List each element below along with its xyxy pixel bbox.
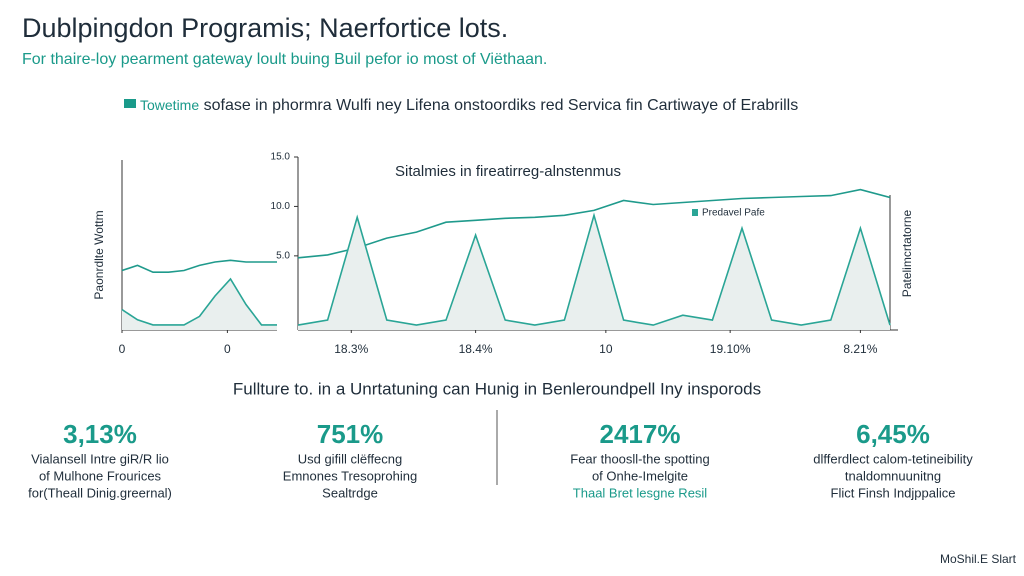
- page-title: Dublpingdon Programis; Naerfortice lots.: [22, 13, 508, 43]
- stat-text: Usd gifill clëffecng: [298, 451, 403, 466]
- x-tick-label: 19.10%: [710, 342, 751, 356]
- banner-text: sofase in phormra Wulfi ney Lifena onsto…: [204, 97, 799, 114]
- x-tick-label: 8.21%: [843, 342, 877, 356]
- stat-value: 6,45%: [856, 419, 930, 449]
- series-line: [297, 188, 891, 259]
- x-tick-label: 18.4%: [459, 342, 493, 356]
- x-tick-label: 10: [599, 342, 613, 356]
- stat-value: 3,13%: [63, 419, 137, 449]
- chart-title: Sitalmies in fireatirreg-alnstenmus: [395, 163, 621, 180]
- page-subtitle: For thaire-loy pearment gateway loult bu…: [22, 51, 547, 68]
- stat-text: dlfferdlect calom-tetineibility: [813, 451, 973, 466]
- y-tick-label: 10.0: [271, 201, 291, 212]
- x-tick-label: 18.3%: [334, 342, 368, 356]
- stat-text: Fear thoosll-the spotting: [570, 451, 709, 466]
- stat-value: 751%: [317, 419, 384, 449]
- stat-value: 2417%: [600, 419, 681, 449]
- stat-text: of Mulhone Frourices: [39, 468, 162, 483]
- banner-swatch: [124, 99, 136, 108]
- y-axis-label: Paonrdlte Wottm: [92, 210, 106, 299]
- stat-text: Emnones Tresoprohing: [283, 468, 417, 483]
- stat-text: tnaldomnuunitng: [845, 468, 941, 483]
- stat-text: Flict Finsh Indjppalice: [831, 485, 956, 500]
- section-title: Fullture to. in a Unrtatuning can Hunig …: [233, 379, 761, 398]
- stat-text: of Onhe-Imelgite: [592, 468, 688, 483]
- banner: Towetime sofase in phormra Wulfi ney Lif…: [140, 97, 798, 115]
- y-tick-label: 5.0: [276, 250, 290, 261]
- x-tick-label: 0: [224, 342, 231, 356]
- stat-text: Sealtrdge: [322, 485, 378, 500]
- series-line: [121, 259, 277, 273]
- banner-highlight: Towetime: [140, 97, 199, 113]
- series-area: [298, 215, 890, 330]
- y-tick-label: 15.0: [271, 152, 291, 163]
- stat-text: for(Theall Dinig.greernal): [28, 485, 172, 500]
- series-line: [297, 212, 891, 326]
- footer: MoShil.E Slart: [940, 552, 1017, 566]
- legend-swatch: [692, 209, 698, 216]
- legend-label: Predavel Pafe: [702, 208, 765, 219]
- stat-text: Vialansell Intre giR/R lio: [31, 451, 169, 466]
- x-tick-label: 0: [119, 342, 126, 356]
- y-axis-label: Patelimcrtatorne: [900, 209, 914, 297]
- series-line: [121, 277, 277, 326]
- stat-text: Thaal Bret lesgne Resil: [573, 485, 708, 500]
